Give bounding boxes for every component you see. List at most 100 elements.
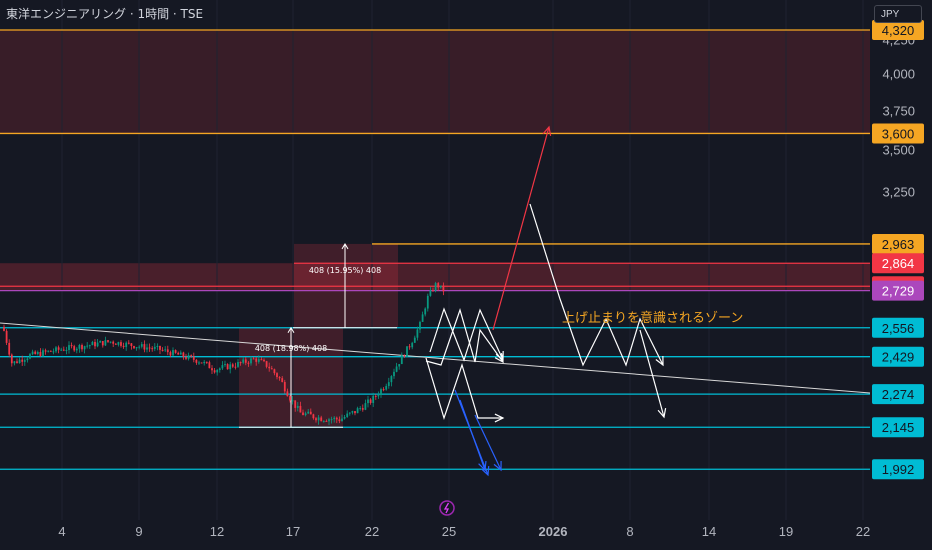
candle [273,368,276,376]
candle-body [208,362,211,369]
candle-body [42,350,44,357]
candle [174,349,177,354]
y-tick-label: 3,250 [882,184,915,199]
candle-body [133,346,135,349]
candle-body [96,342,99,347]
candle [36,350,39,356]
price-badge[interactable]: 2,429 [872,346,924,367]
candle-body [192,356,195,360]
y-tick-label: 3,500 [882,142,915,157]
candle-body [200,362,203,364]
candle [192,352,195,363]
candle-body [421,314,424,322]
candle [322,420,325,423]
candle [255,356,258,366]
price-badge[interactable]: 2,864 [872,253,924,274]
price-badge[interactable]: 3,600 [872,123,924,144]
x-tick-label: 22 [856,524,870,539]
candle [390,375,393,387]
candle [86,342,89,349]
candle-body [294,400,297,408]
candle-body [211,368,213,371]
candle-body [10,354,13,364]
candle [364,399,367,411]
candle-body [424,308,427,315]
candle [320,415,323,422]
candle [421,311,424,322]
price-badge[interactable]: 2,145 [872,417,924,438]
x-tick-label: 19 [779,524,793,539]
candle [437,281,440,291]
candle [231,362,234,369]
x-tick-label: 17 [286,524,300,539]
candle [380,387,382,398]
candle-body [112,341,115,344]
candle-body [101,341,104,346]
candle [413,335,416,343]
price-badge[interactable]: 2,729 [872,280,924,301]
candle-body [252,358,255,360]
candle [31,349,34,356]
scenario-path [425,308,504,366]
currency-selector[interactable]: JPY [874,5,922,23]
price-badge-label: 4,320 [882,23,915,38]
candle-body [273,369,276,374]
candle [382,387,385,392]
candle [226,363,229,370]
candle-body [270,368,273,370]
candle [263,358,265,363]
candle-body [55,347,57,352]
candle-body [322,420,325,422]
candle [81,343,83,352]
bearish-path-head [481,465,490,477]
candle [65,346,68,355]
candle-body [34,351,37,354]
candle-body [380,389,382,396]
price-badge[interactable]: 4,320 [872,20,924,40]
candle [101,340,104,348]
candle-body [23,360,26,362]
price-badge[interactable]: 2,556 [872,317,924,338]
candle [117,341,120,347]
candle-body [198,362,200,364]
price-badge-label: 3,600 [882,126,915,141]
candle-body [91,341,94,346]
price-badge-label: 2,145 [882,420,915,435]
candle-body [159,345,161,350]
candle-body [325,420,328,422]
candle [302,409,304,416]
candle [304,411,307,417]
candle-body [302,412,304,416]
price-badge[interactable]: 1,992 [872,459,924,480]
candle-body [250,358,252,364]
candle [143,340,146,353]
candle-body [263,359,265,362]
candle-body [413,337,416,343]
price-badge[interactable]: 2,274 [872,384,924,405]
candle [429,286,432,297]
candle-body [312,414,315,419]
x-tick-label: 22 [365,524,379,539]
candle-body [429,290,432,296]
price-badge[interactable]: 2,963 [872,233,924,254]
price-badge-bg [872,20,924,40]
candle-body [330,419,333,421]
candle [205,361,208,364]
candle-body [361,408,364,410]
candle [73,344,76,352]
price-badge-bg [872,253,924,274]
candle-body [125,342,128,347]
candle-body [104,340,107,346]
candle [442,282,445,296]
candle-body [169,352,172,356]
candle-body [416,329,419,338]
candle [190,354,193,358]
candle-body [268,366,271,369]
candle [166,345,169,356]
price-badge-label: 2,556 [882,321,915,336]
candle-body [122,345,125,347]
event-marker-icon[interactable] [439,500,455,516]
candle [42,348,44,358]
